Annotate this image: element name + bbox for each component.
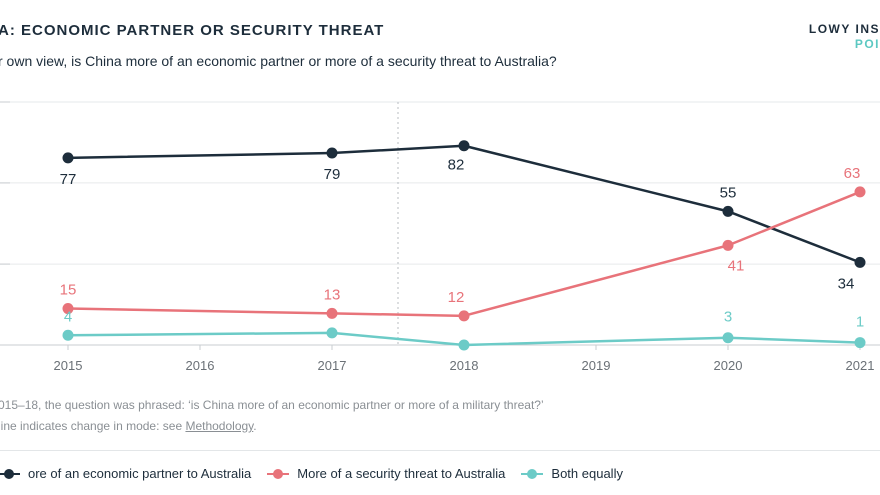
data-label: 55	[720, 184, 737, 201]
legend-label-security: More of a security threat to Australia	[297, 466, 506, 481]
x-tick-label: 2015	[54, 358, 83, 373]
legend-item-economic[interactable]: ore of an economic partner to Australia	[0, 466, 251, 481]
legend-swatch-both	[521, 468, 544, 479]
legend-label-economic: ore of an economic partner to Australia	[28, 466, 252, 481]
series-group	[62, 140, 866, 351]
data-point	[62, 152, 74, 164]
data-point	[458, 339, 470, 351]
data-label: 79	[324, 166, 341, 183]
data-point	[62, 303, 74, 315]
data-point	[62, 329, 74, 341]
data-label: 1	[856, 314, 864, 331]
line-chart: 2015 2016 2017 2018 2019 2020 2021 77 798255341…	[0, 101, 880, 373]
x-tick-label: 2017	[318, 358, 347, 373]
x-tick-label: 2016	[186, 358, 215, 373]
data-label: 77	[60, 171, 77, 188]
legend-item-both[interactable]: Both equally	[521, 466, 623, 481]
methodology-link[interactable]: Methodology	[185, 419, 254, 433]
x-tick-label: 2019	[582, 358, 611, 373]
data-label: 4	[64, 308, 72, 325]
data-label: 15	[60, 282, 77, 299]
legend-item-security[interactable]: More of a security threat to Australia	[267, 466, 505, 481]
brand-name: LOWY INS	[808, 22, 880, 36]
legend-swatch-economic	[0, 468, 20, 479]
chart-grid	[0, 101, 880, 346]
x-tick-label: 2018	[450, 358, 479, 373]
x-tick-label: 2020	[714, 358, 743, 373]
footnote-mode-end: .	[253, 419, 257, 433]
data-label: 34	[838, 275, 855, 292]
legend-label-both: Both equally	[551, 466, 623, 481]
data-point	[458, 140, 470, 152]
data-label: 13	[324, 286, 341, 303]
data-labels: 77 79 82 55 34 15 13 12 41 63 4 3 1	[60, 157, 865, 331]
data-point	[326, 327, 338, 339]
data-point	[722, 332, 734, 344]
footnote-phrasing: 015–18, the question was phrased: ‘is Ch…	[0, 398, 544, 412]
legend-divider	[0, 450, 880, 451]
chart-subtitle: r own view, is China more of an economic…	[0, 53, 557, 69]
data-point	[326, 307, 338, 319]
brand-subname: POI	[854, 37, 880, 51]
legend-swatch-security	[267, 468, 290, 479]
data-point	[854, 337, 866, 349]
data-label: 41	[728, 257, 745, 274]
data-label: 63	[844, 165, 861, 182]
data-label: 3	[724, 309, 732, 326]
x-axis: 2015 2016 2017 2018 2019 2020 2021	[54, 345, 875, 373]
brand-logo[interactable]: LOWY INS POI	[809, 22, 880, 52]
data-label: 12	[448, 289, 465, 306]
data-point	[458, 310, 470, 322]
data-point	[722, 205, 734, 217]
legend: ore of an economic partner to Australia …	[0, 466, 639, 481]
chart-title: A: ECONOMIC PARTNER OR SECURITY THREAT	[0, 22, 385, 39]
data-label: 82	[448, 157, 465, 174]
data-point	[854, 256, 866, 268]
data-point	[722, 239, 734, 251]
data-point	[854, 186, 866, 198]
x-tick-label: 2021	[846, 358, 875, 373]
data-point	[326, 147, 338, 159]
footnote-mode-text: line indicates change in mode: see	[0, 419, 186, 433]
footnote-mode: line indicates change in mode: see Metho…	[0, 419, 257, 433]
